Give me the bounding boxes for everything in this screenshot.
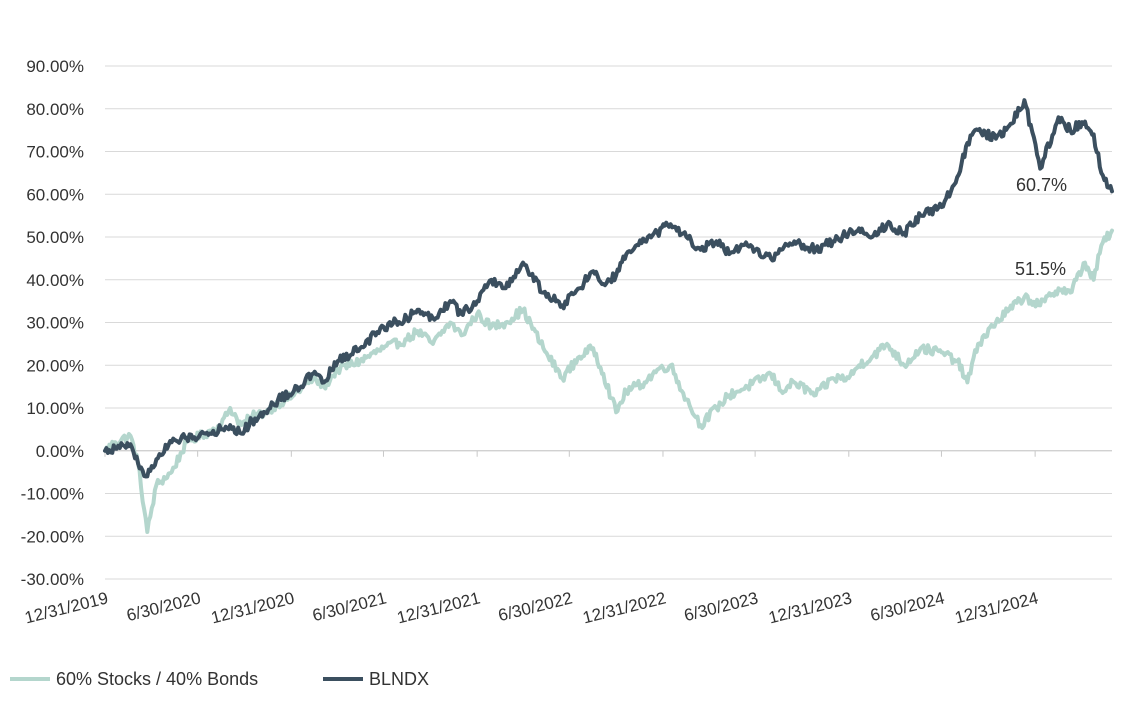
gridlines — [105, 65, 1112, 580]
y-tick-label: 60.00% — [26, 185, 84, 204]
end-value-label: 51.5% — [1015, 259, 1066, 279]
x-tick-label: 12/31/2019 — [23, 588, 110, 627]
legend: 60% Stocks / 40% Bonds BLNDX — [10, 669, 429, 689]
legend-label: 60% Stocks / 40% Bonds — [56, 669, 258, 689]
y-tick-label: 70.00% — [26, 143, 84, 162]
y-tick-label: 80.00% — [26, 100, 84, 119]
series-line — [103, 228, 1114, 534]
y-tick-label: 0.00% — [36, 442, 84, 461]
y-axis: 90.00% 80.00% 70.00% 60.00% 50.00% 40.00% 30.0… — [21, 57, 84, 589]
x-tick-label: 12/31/2024 — [953, 588, 1040, 627]
end-value-label: 60.7% — [1016, 175, 1067, 195]
y-tick-label: 10.00% — [26, 399, 84, 418]
y-tick-label: -20.00% — [21, 527, 84, 546]
x-tick-label: 6/30/2024 — [868, 588, 946, 625]
x-tick-labels: 12/31/2019 6/30/2020 12/31/2020 6/30/2021 12… — [23, 588, 1040, 627]
y-tick-label: -10.00% — [21, 485, 84, 504]
x-tick-label: 6/30/2021 — [310, 588, 388, 625]
y-tick-label: -30.00% — [21, 570, 84, 589]
end-value-labels: 60.7% 51.5% — [1015, 175, 1067, 279]
y-tick-label: 40.00% — [26, 271, 84, 290]
x-axis — [104, 450, 1112, 457]
x-tick-label: 6/30/2020 — [125, 588, 203, 625]
x-tick-label: 12/31/2021 — [395, 588, 482, 627]
y-tick-label: 30.00% — [26, 314, 84, 333]
y-tick-label: 90.00% — [26, 57, 84, 76]
x-tick-label: 12/31/2022 — [581, 588, 668, 627]
series-layer — [103, 98, 1114, 534]
legend-label: BLNDX — [369, 669, 429, 689]
x-tick-label: 6/30/2022 — [496, 588, 574, 625]
y-tick-label: 50.00% — [26, 228, 84, 247]
series-line — [103, 98, 1114, 479]
x-tick-label: 12/31/2023 — [767, 588, 854, 627]
y-tick-label: 20.00% — [26, 356, 84, 375]
x-tick-label: 6/30/2023 — [682, 588, 760, 625]
x-tick-label: 12/31/2020 — [209, 588, 296, 627]
